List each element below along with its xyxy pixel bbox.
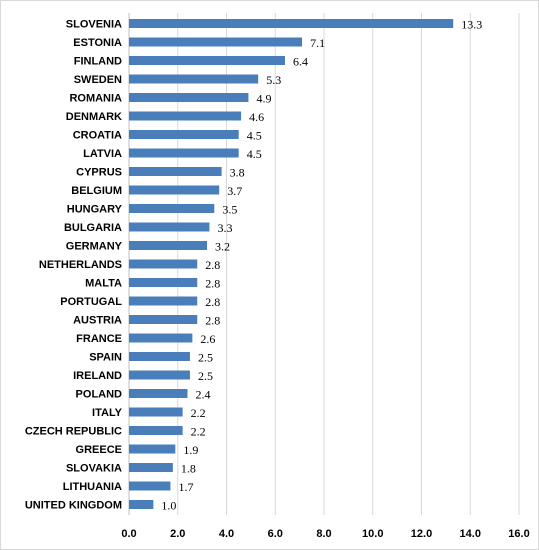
bar (129, 463, 173, 472)
bar (129, 296, 198, 306)
category-label: DENMARK (66, 111, 122, 123)
bar (129, 241, 207, 250)
data-label: 13.3 (461, 18, 482, 32)
x-tick-label: 6.0 (268, 528, 283, 540)
data-label: 1.9 (183, 443, 198, 457)
category-label: MALTA (85, 278, 122, 290)
bar (129, 130, 239, 139)
category-label: ITALY (92, 407, 123, 419)
category-label: GREECE (76, 444, 122, 456)
bar (129, 185, 220, 195)
bar (129, 278, 198, 287)
data-label: 3.7 (227, 184, 242, 198)
category-label: CROATIA (73, 130, 122, 142)
data-label: 2.8 (205, 258, 220, 272)
bar (129, 111, 242, 121)
category-label: GERMANY (66, 241, 123, 253)
bar (129, 167, 222, 176)
x-tick-label: 2.0 (170, 528, 185, 540)
x-tick-label: 14.0 (460, 528, 481, 540)
category-label: ESTONIA (73, 37, 122, 49)
data-label: 3.5 (222, 203, 237, 217)
category-label: UNITED KINGDOM (25, 500, 122, 512)
data-label: 1.7 (178, 480, 193, 494)
bar (129, 222, 210, 232)
data-label: 2.8 (205, 277, 220, 291)
x-tick-label: 8.0 (316, 528, 331, 540)
bar (129, 93, 249, 102)
data-label: 4.9 (256, 92, 271, 106)
data-label: 2.5 (198, 369, 213, 383)
category-label: PORTUGAL (60, 296, 122, 308)
category-labels: SLOVENIA ESTONIA FINLAND SWEDEN ROMANIA DENMA… (25, 19, 123, 512)
bar (129, 56, 285, 65)
bar (129, 407, 183, 417)
data-label: 2.6 (200, 332, 215, 346)
data-label: 7.1 (310, 36, 325, 50)
bar (129, 333, 193, 343)
data-label: 2.8 (205, 295, 220, 309)
bar (129, 389, 188, 398)
category-label: LITHUANIA (63, 481, 122, 493)
bar (129, 352, 190, 361)
x-tick-label: 16.0 (508, 528, 529, 540)
category-label: SPAIN (89, 352, 122, 364)
data-label: 5.3 (266, 73, 281, 87)
data-label: 2.8 (205, 314, 220, 328)
bar (129, 481, 171, 491)
data-label: 1.0 (161, 499, 176, 513)
x-tick-label: 0.0 (121, 528, 136, 540)
value-labels: 13.37.16.45.34.94.64.54.53.83.73.53.33.2… (161, 18, 482, 513)
category-label: POLAND (76, 389, 123, 401)
data-label: 2.4 (196, 388, 211, 402)
category-label: BULGARIA (64, 222, 122, 234)
data-label: 4.6 (249, 110, 264, 124)
category-label: CYPRUS (76, 167, 122, 179)
category-label: HUNGARY (67, 204, 123, 216)
bar (129, 204, 215, 213)
category-label: BELGIUM (71, 185, 122, 197)
category-label: CZECH REPUBLIC (25, 426, 122, 438)
bar (129, 500, 154, 509)
x-tick-label: 4.0 (219, 528, 234, 540)
data-label: 3.3 (217, 221, 232, 235)
bar (129, 37, 303, 47)
bar (129, 370, 190, 380)
data-label: 3.2 (215, 240, 230, 254)
category-label: SWEDEN (74, 74, 122, 86)
category-label: LATVIA (83, 148, 122, 160)
category-label: ROMANIA (69, 93, 122, 105)
bar (129, 259, 198, 269)
x-axis-tick-labels: 0.0 2.0 4.0 6.0 8.0 10.0 12.0 14.0 16.0 (121, 528, 529, 540)
category-label: SLOVAKIA (66, 463, 122, 475)
data-label: 4.5 (247, 147, 262, 161)
bar (129, 148, 239, 158)
data-label: 3.8 (230, 166, 245, 180)
category-label: FRANCE (76, 333, 122, 345)
bar (129, 74, 259, 84)
bar (129, 19, 454, 28)
bar (129, 315, 198, 324)
data-label: 4.5 (247, 129, 262, 143)
data-label: 6.4 (293, 55, 308, 69)
category-label: IRELAND (73, 370, 122, 382)
x-tick-label: 12.0 (411, 528, 432, 540)
category-label: FINLAND (74, 56, 122, 68)
bar (129, 426, 183, 435)
data-label: 2.2 (191, 406, 206, 420)
category-label: NETHERLANDS (39, 259, 122, 271)
x-tick-label: 10.0 (362, 528, 383, 540)
data-label: 1.8 (181, 462, 196, 476)
data-label: 2.5 (198, 351, 213, 365)
data-label: 2.2 (191, 425, 206, 439)
category-label: SLOVENIA (66, 19, 122, 31)
bar (129, 444, 176, 454)
category-label: AUSTRIA (73, 315, 122, 327)
bars (129, 19, 454, 509)
